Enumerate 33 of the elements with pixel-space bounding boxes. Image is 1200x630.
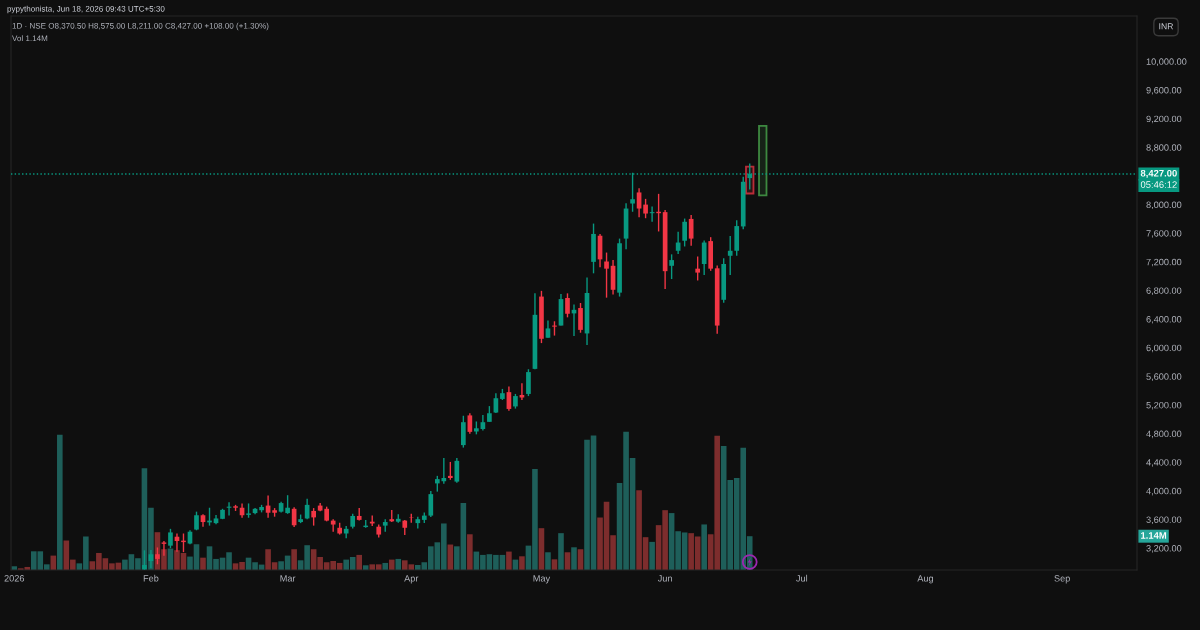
chart-title: Vol 1.14M <box>12 35 48 42</box>
x-tick-label: Apr <box>404 575 419 584</box>
y-tick-label: 3,200.00 <box>1146 545 1182 553</box>
x-tick-label: Sep <box>1054 575 1070 584</box>
x-tick-label: 2026 <box>4 575 25 582</box>
chart-title: pypythonista, Jun 18, 2026 09:43 UTC+5:30 <box>7 5 165 14</box>
text: 05:46:12 <box>1140 181 1177 188</box>
y-tick-label: 3,600.00 <box>1146 516 1182 525</box>
x-tick-label: May <box>533 575 551 584</box>
y-tick-label: 9,200.00 <box>1146 115 1182 124</box>
y-tick-label: 9,600.00 <box>1146 87 1182 95</box>
y-tick-label: 7,200.00 <box>1146 258 1182 267</box>
y-tick-label: 4,400.00 <box>1146 459 1182 467</box>
text: 1D · NSE O8,370.50 H8,575.00 L8,211.00 C8,427.00 +108.00 (+1.30%) <box>12 22 269 31</box>
x-tick-label: Jun <box>657 575 672 582</box>
y-tick-label: 6,000.00 <box>1146 344 1182 353</box>
x-tick-label: Jul <box>796 574 808 582</box>
y-tick-label: 5,600.00 <box>1146 373 1182 381</box>
ref-line-label: 8,427.00 <box>1140 169 1177 178</box>
x-tick-label: Mar <box>280 575 296 582</box>
x-tick-label: Aug <box>917 575 934 584</box>
y-tick-label: 4,000.00 <box>1146 487 1182 496</box>
y-axis-title: INR <box>1159 23 1174 30</box>
x-tick-label: Feb <box>143 574 159 582</box>
y-tick-label: 5,200.00 <box>1146 401 1182 410</box>
y-tick-label: 8,800.00 <box>1146 144 1182 152</box>
y-tick-label: 6,800.00 <box>1146 287 1182 295</box>
y-tick-label: 6,400.00 <box>1146 316 1182 324</box>
y-tick-label: 4,800.00 <box>1146 430 1182 439</box>
y-tick-label: 8,000.00 <box>1146 201 1182 210</box>
y-tick-label: 10,000.00 <box>1146 58 1187 66</box>
text: 1.14M <box>1141 532 1167 539</box>
y-tick-label: 7,600.00 <box>1146 230 1182 238</box>
